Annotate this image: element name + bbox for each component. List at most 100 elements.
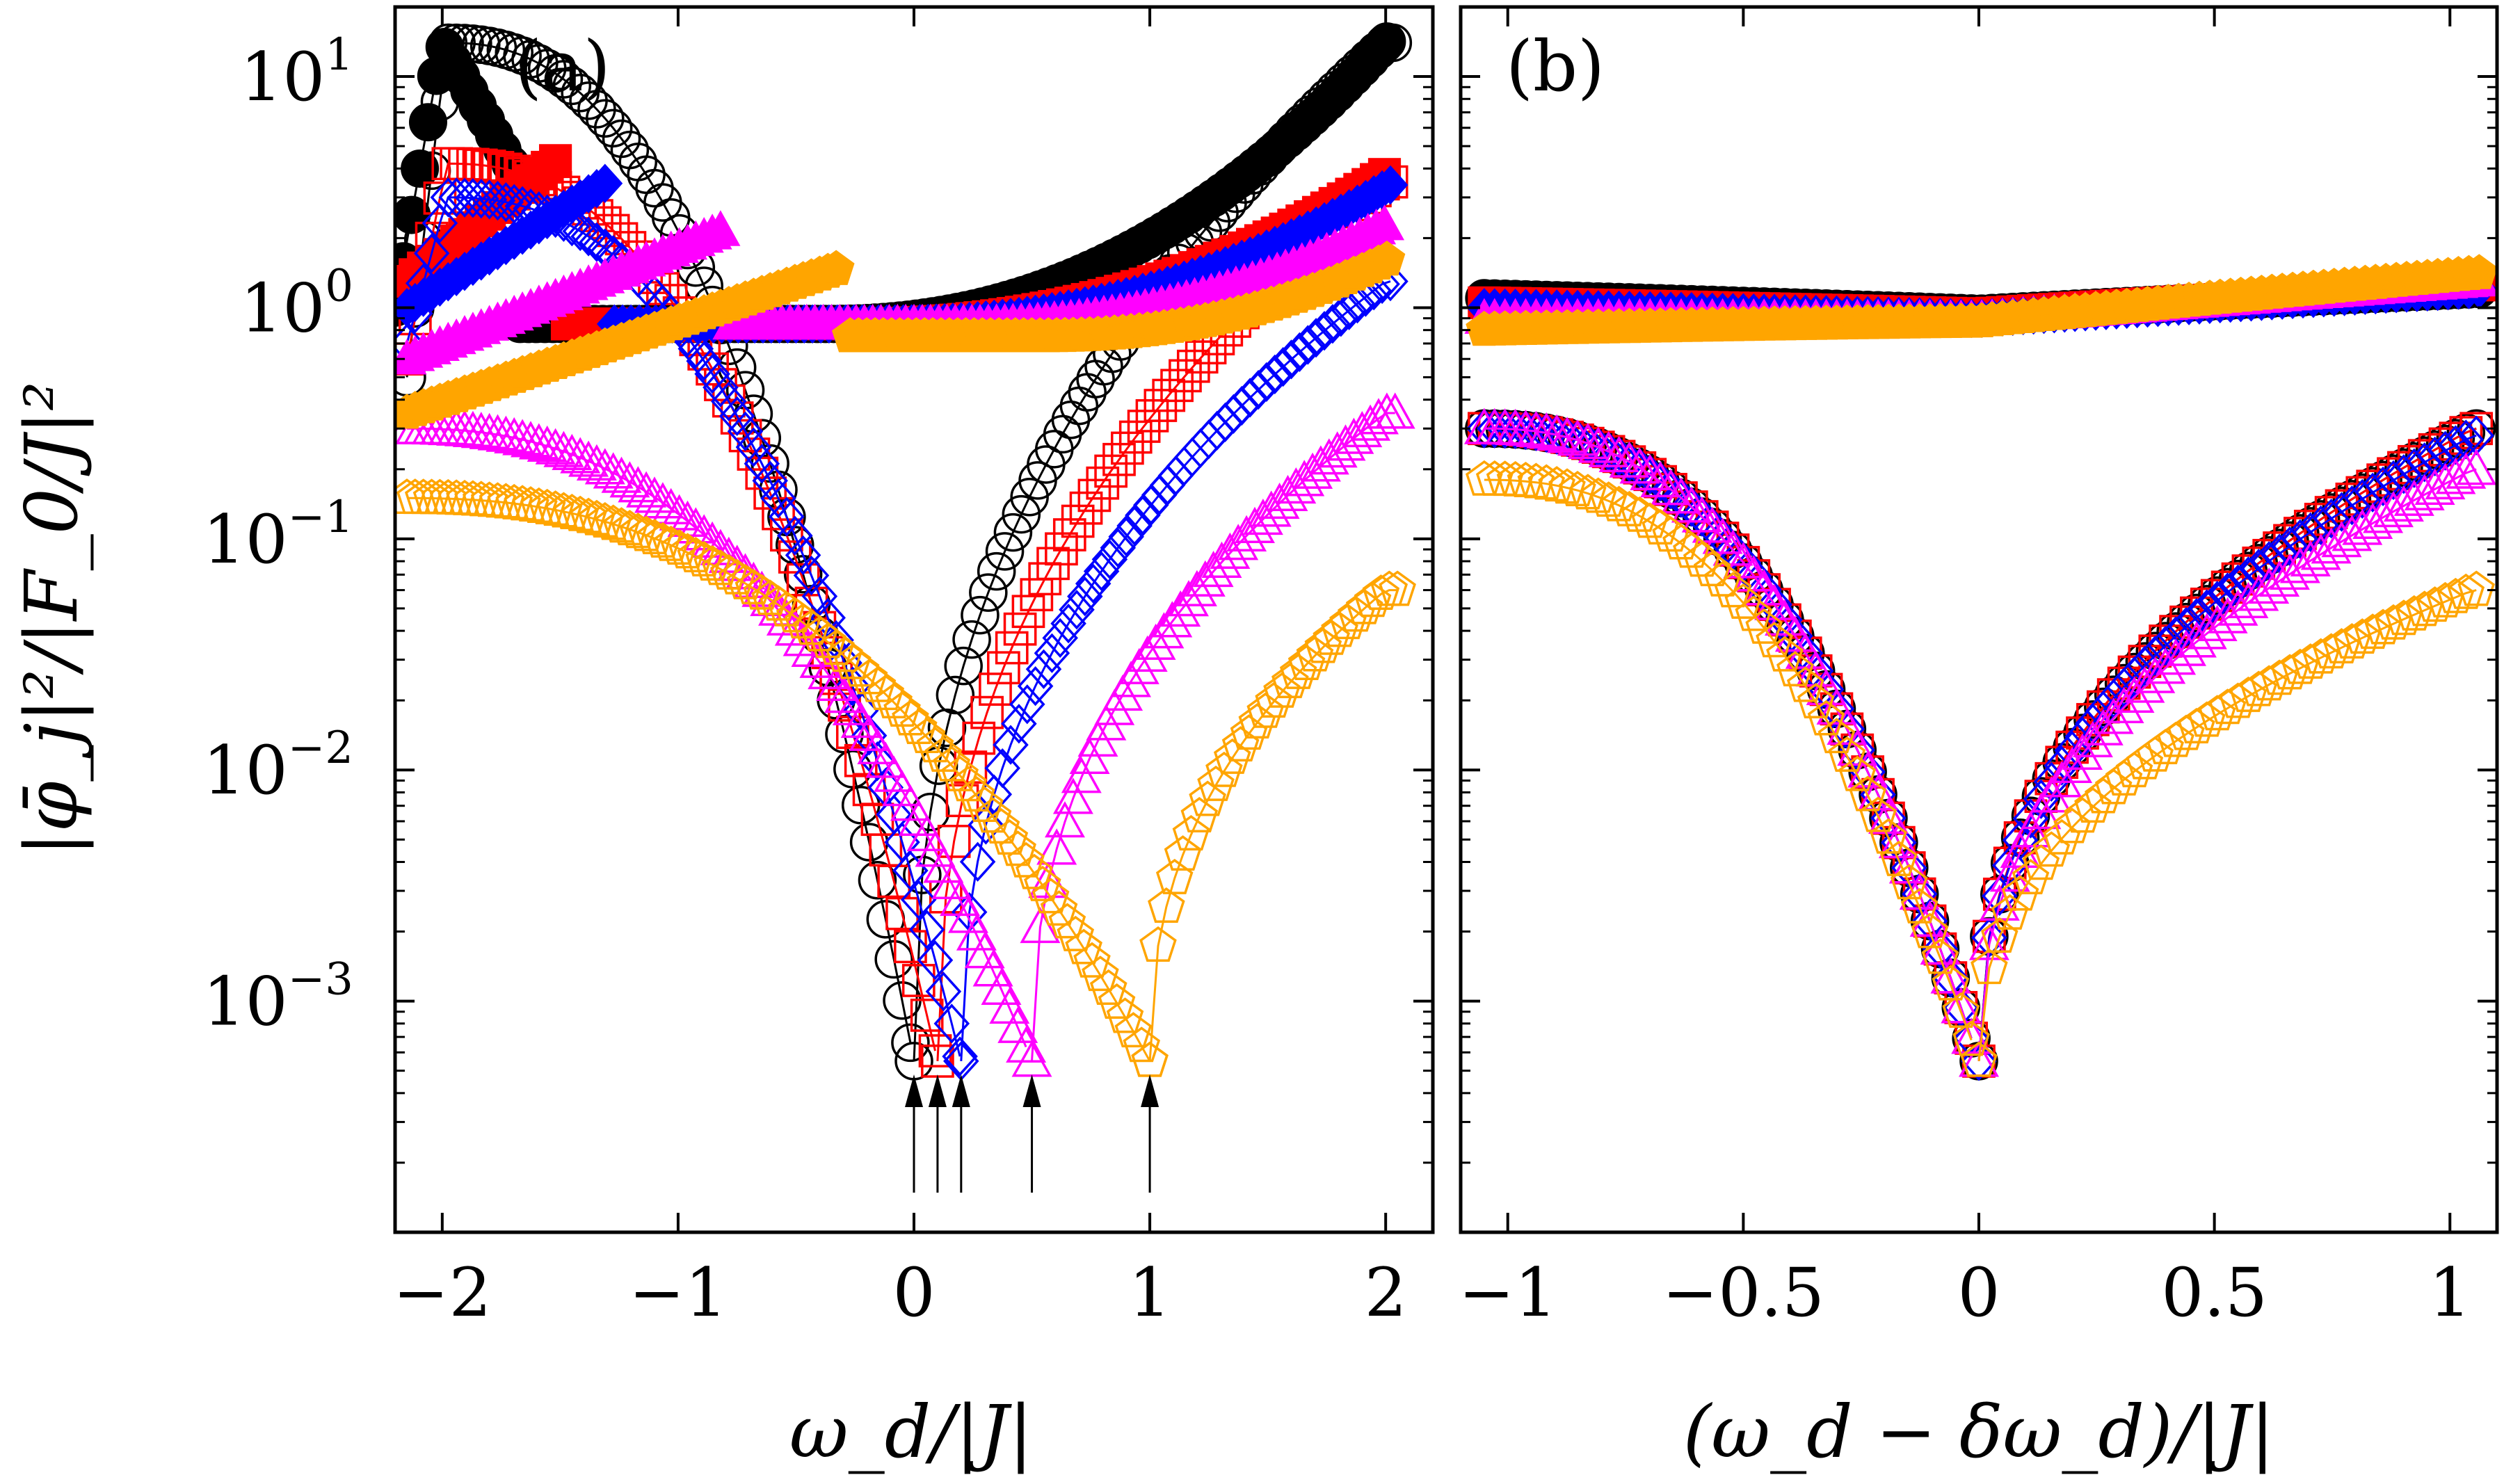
panel-b-series <box>1463 254 2497 1081</box>
panel-a-series-3-open-right-point <box>1358 398 1399 435</box>
panel-a-series-2-open-left-point <box>901 880 937 920</box>
panel-a-series-1-open-left-point <box>901 964 936 997</box>
panel-a-series-3-open-right-point <box>1276 467 1317 504</box>
panel-b-series-4-lower-right-point <box>2343 618 2382 654</box>
panel-b-series-4-lower-left-point <box>1735 595 1773 631</box>
panel-a-series-3-open-right-point <box>1193 550 1234 588</box>
panel-b-series-4-lower-right-point <box>2302 638 2340 674</box>
panel-a-series-3-open-left-point <box>799 641 840 678</box>
panel-b-series-2-lower-right-point <box>2168 606 2204 647</box>
panel-b-series-3-lower-left-point <box>1630 453 1671 490</box>
panel-a-series-0-open-right-point <box>927 708 967 748</box>
panel-b-series-0-lower-right-point <box>2000 818 2040 857</box>
panel-a-series-4-open-left-point <box>586 502 624 538</box>
panel-a-series-0-open-right-point <box>985 532 1025 571</box>
panel-a-series-2-open-left-point <box>793 555 830 596</box>
panel-a-series-0-open-left-point <box>586 99 625 138</box>
panel-a-series-4-open-left-point <box>1106 997 1144 1033</box>
panel-b-series-2-lower-left-point <box>1746 570 1782 610</box>
panel-a-series-2-open-right-point <box>984 748 1020 789</box>
panel-b-series-4-lower-left-point <box>1642 509 1679 545</box>
panel-a-series-4-open-right-point <box>1205 751 1243 787</box>
panel-b-series-3-lower-left-point <box>1557 419 1598 456</box>
panel-a-series-0-open-left-point <box>858 860 897 900</box>
panel-a-series-3-open-right-point <box>1052 777 1093 814</box>
panel-b-series-2-lower-right-point <box>2033 761 2070 802</box>
panel-a-series-3-open-left-point <box>816 664 857 701</box>
panel-b-series-4-lower-right-point <box>2105 760 2143 796</box>
panel-a-series-3-open-right-point <box>1333 417 1374 454</box>
panel-a-series-2-open-left-point <box>471 179 508 220</box>
panel-a-series-2-open-right-point <box>1100 528 1137 568</box>
panel-b-series-2-lower-left-point <box>1642 461 1678 502</box>
panel-b-series-2-lower-right-point <box>2427 430 2464 471</box>
panel-a-series-3-open-right-point <box>1135 623 1176 660</box>
panel-b-series-3-lower-left-point <box>1909 900 1950 937</box>
panel-a-series-2-open-left-point <box>727 411 764 451</box>
panel-a-series-4-open-left-point <box>536 490 575 526</box>
panel-a-series-3-open-right-point <box>1317 431 1358 468</box>
panel-b-series-3-lower-right-point <box>2145 647 2186 684</box>
panel-b-series-4-lower-right-point <box>2437 577 2475 613</box>
panel-b-series-3-lower-left-point <box>1516 410 1557 447</box>
panel-a-series-1-open-right-point <box>962 721 996 755</box>
panel-b-series-4-lower-left-point <box>1714 572 1752 608</box>
panel-a-series-3-filled-right-point <box>1364 204 1405 241</box>
panel-a-series-4-open-left-point <box>1057 915 1095 951</box>
panel-a-series-4-open-right-point <box>1148 887 1185 924</box>
panel-a-series-3-open-right-point <box>1152 601 1193 638</box>
panel-a-series-2-open-left-point <box>562 211 598 252</box>
panel-b-series-4-lower-right-point <box>2001 875 2039 911</box>
panel-a-series-3-filled-left-point <box>700 210 741 246</box>
panel-a-series-4-open-left-point <box>594 504 632 540</box>
panel-a-series-3-open-left-point <box>626 471 667 508</box>
panel-a-series-3-open-left-point <box>1006 1026 1047 1063</box>
panel-a-series-4-open-right-point <box>1172 815 1210 850</box>
panel-a-series-3-open-right-point <box>1169 580 1209 617</box>
panel-a-series-3-open-right-point <box>1267 474 1308 512</box>
panel-a-series-4-open-left-point <box>578 499 616 535</box>
y-axis-label: |φ̄_j|²/|F_0/J|² <box>9 382 94 857</box>
panel-a-series-4-open-right-point <box>1379 570 1416 606</box>
panel-a-series-2-open-right-point <box>1331 290 1367 330</box>
panel-a-series-2-open-right-point <box>1042 618 1078 659</box>
panel-b-series-4-lower-right-point <box>2281 648 2319 684</box>
panel-a-series-0-open-right-point <box>936 675 975 715</box>
panel-a-series-3-open-right-point <box>1143 612 1185 649</box>
panel-a-series-3-open-right-point <box>1045 801 1085 838</box>
panel-b-series-4-lower-right-point <box>2395 595 2433 631</box>
panel-b-series-3-lower-left-point <box>1588 430 1629 467</box>
panel-a-series-4-filled-right-point <box>1368 240 1406 276</box>
panel-a-series-2-open-left-point <box>694 354 730 394</box>
panel-a-series-4-open-right-point <box>1255 682 1292 718</box>
panel-a-series-0-filled-right-point <box>1367 22 1406 61</box>
panel-a-series-3-open-right-line <box>1031 412 1395 1061</box>
panel-a-series-4-open-left-point <box>1089 969 1127 1005</box>
panel-a-series-2-open-right-point <box>1133 485 1169 525</box>
panel-a-y-tick-exponent: 1 <box>325 29 353 81</box>
panel-a-series-2-open-right-point <box>1323 297 1359 337</box>
panel-a-series-1-open-right-point <box>1011 595 1045 629</box>
panel-a-series-2-open-left-point <box>455 178 491 218</box>
panel-a-series-3-open-left-point <box>609 461 650 498</box>
panel-b-series-4-lower-right-point <box>2322 628 2361 664</box>
panel-a-series-4-open-right-point <box>1180 797 1219 833</box>
panel-a-series-1-open-right-point <box>987 651 1020 685</box>
panel-a-series-3-open-right-point <box>1342 410 1383 448</box>
panel-a-series-4-open-left-point <box>1123 1026 1161 1063</box>
panel-a-series-2-open-right-point <box>1116 506 1153 546</box>
panel-a-series-2-open-left-point <box>677 328 714 369</box>
panel-a-series-0-open-right-point <box>977 551 1016 591</box>
panel-b-series-3-lower-right-point <box>2332 515 2373 551</box>
panel-a-y-tick-exponent: 0 <box>325 260 353 312</box>
panel-b-series-4-lower-left-line <box>1484 478 1973 1041</box>
panel-b-series-4-lower-left-point <box>1756 622 1793 658</box>
panel-b-series-4-lower-left-point <box>1589 481 1628 517</box>
panel-a-series-4-open-left-point <box>1040 890 1078 926</box>
panel-b-series-3-lower-right-point <box>2383 485 2424 522</box>
panel-b-series-4-lower-right-point <box>1960 1041 1998 1077</box>
panel-a-series-1-open-right-point <box>979 672 1012 706</box>
panel-a-series-4-open-right-point <box>1271 663 1309 699</box>
panel-a-series-3-open-left-point <box>618 466 659 503</box>
panel-b-series-4-lower-right-point <box>2198 695 2236 731</box>
